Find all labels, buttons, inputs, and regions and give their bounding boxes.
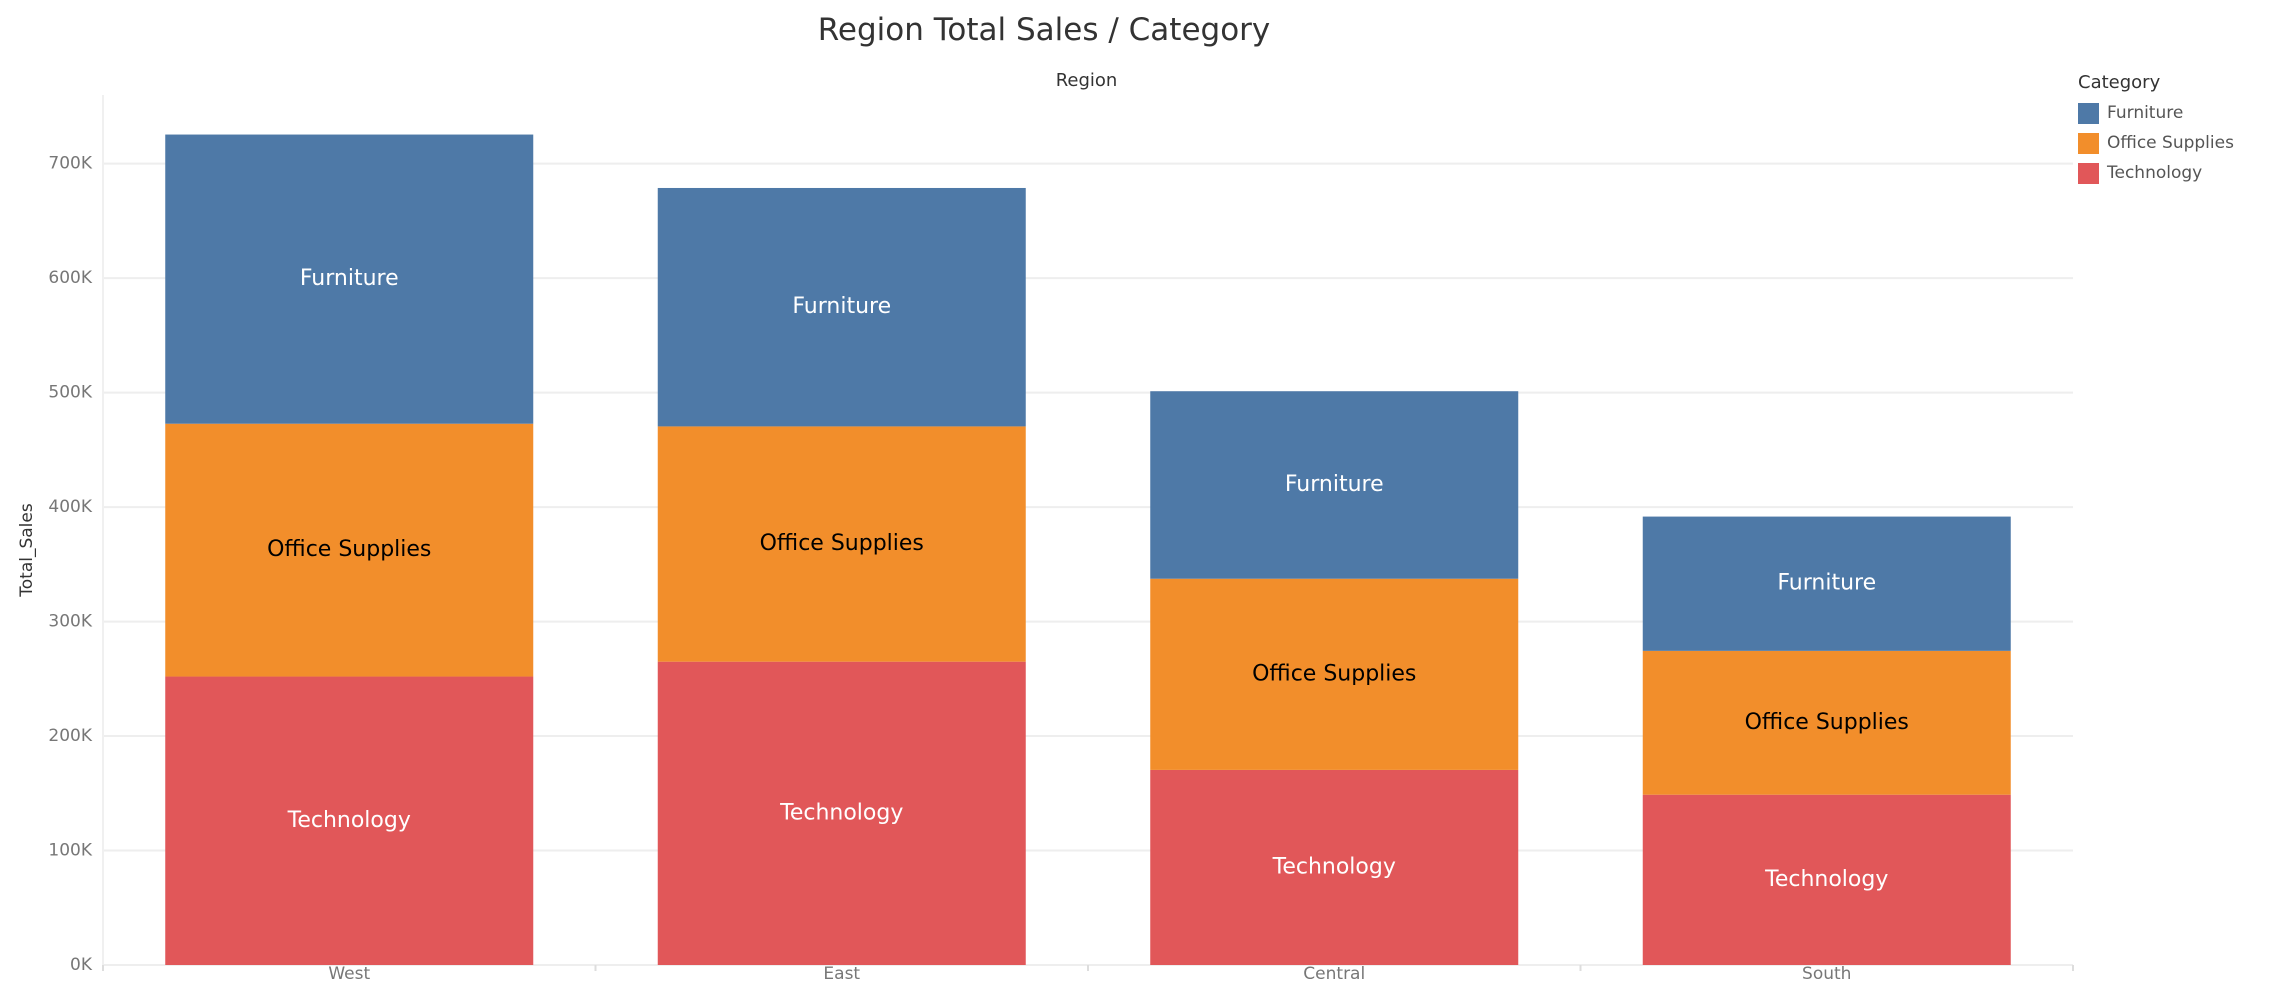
bar-label: Technology bbox=[779, 800, 903, 825]
y-tick-label: 700K bbox=[48, 154, 92, 174]
legend-swatch bbox=[2078, 132, 2099, 154]
legend-item-furniture[interactable]: Furniture bbox=[2078, 98, 2234, 128]
bar-label: Office Supplies bbox=[1745, 710, 1909, 735]
x-tick-label: East bbox=[823, 964, 860, 984]
region-column-header: Region bbox=[1055, 70, 1118, 91]
chart-title: Region Total Sales / Category bbox=[817, 12, 1271, 48]
bar-label: Furniture bbox=[1777, 571, 1876, 596]
y-tick-label: 600K bbox=[48, 268, 92, 288]
y-tick-label: 100K bbox=[48, 841, 92, 861]
bar-labels: Technology Office Supplies Furniture Techno… bbox=[267, 266, 1909, 892]
bar-label: Furniture bbox=[1285, 472, 1384, 497]
bar-label: Office Supplies bbox=[760, 531, 924, 556]
bar-label: Office Supplies bbox=[267, 537, 431, 562]
x-tick-label: West bbox=[328, 964, 370, 984]
legend-item-office-supplies[interactable]: Office Supplies bbox=[2078, 128, 2234, 158]
bar-segment-furniture[interactable] bbox=[1642, 516, 2011, 651]
bar-segment-office-supplies[interactable] bbox=[657, 426, 1026, 662]
legend-label: Furniture bbox=[2107, 103, 2184, 123]
y-tick-label: 300K bbox=[48, 612, 92, 632]
bar-segment-technology[interactable] bbox=[657, 661, 1026, 965]
bar-segment-furniture[interactable] bbox=[657, 187, 1026, 427]
bar-label: Technology bbox=[1764, 867, 1888, 892]
legend-label: Office Supplies bbox=[2107, 133, 2234, 153]
legend-item-technology[interactable]: Technology bbox=[2078, 158, 2234, 188]
legend-swatch bbox=[2078, 102, 2099, 124]
bar-segment-furniture[interactable] bbox=[165, 134, 534, 424]
legend: Category Furniture Office Supplies Techn… bbox=[2078, 72, 2234, 188]
bar-segment-office-supplies[interactable] bbox=[1642, 650, 2011, 795]
bar-segment-office-supplies[interactable] bbox=[165, 423, 534, 677]
y-tick-label: 0K bbox=[70, 955, 93, 975]
bar-segment-furniture[interactable] bbox=[1150, 391, 1519, 579]
legend-swatch bbox=[2078, 162, 2099, 184]
bar-segment-technology[interactable] bbox=[1150, 769, 1519, 965]
legend-label: Technology bbox=[2107, 163, 2203, 183]
bar-label: Furniture bbox=[792, 294, 891, 319]
bar-label: Technology bbox=[287, 808, 411, 833]
bars bbox=[165, 134, 2011, 965]
bar-segment-technology[interactable] bbox=[1642, 794, 2011, 965]
y-tick-label: 500K bbox=[48, 383, 92, 403]
bar-segment-technology[interactable] bbox=[165, 676, 534, 965]
bar-label: Furniture bbox=[300, 266, 399, 291]
bar-segment-office-supplies[interactable] bbox=[1150, 578, 1519, 770]
bar-label: Office Supplies bbox=[1252, 661, 1416, 686]
bar-label: Technology bbox=[1272, 854, 1396, 879]
legend-title: Category bbox=[2078, 72, 2161, 93]
x-tick-label: Central bbox=[1303, 964, 1365, 984]
x-tick-label: South bbox=[1802, 964, 1851, 984]
y-tick-label: 200K bbox=[48, 726, 92, 746]
y-tick-label: 400K bbox=[48, 497, 92, 517]
